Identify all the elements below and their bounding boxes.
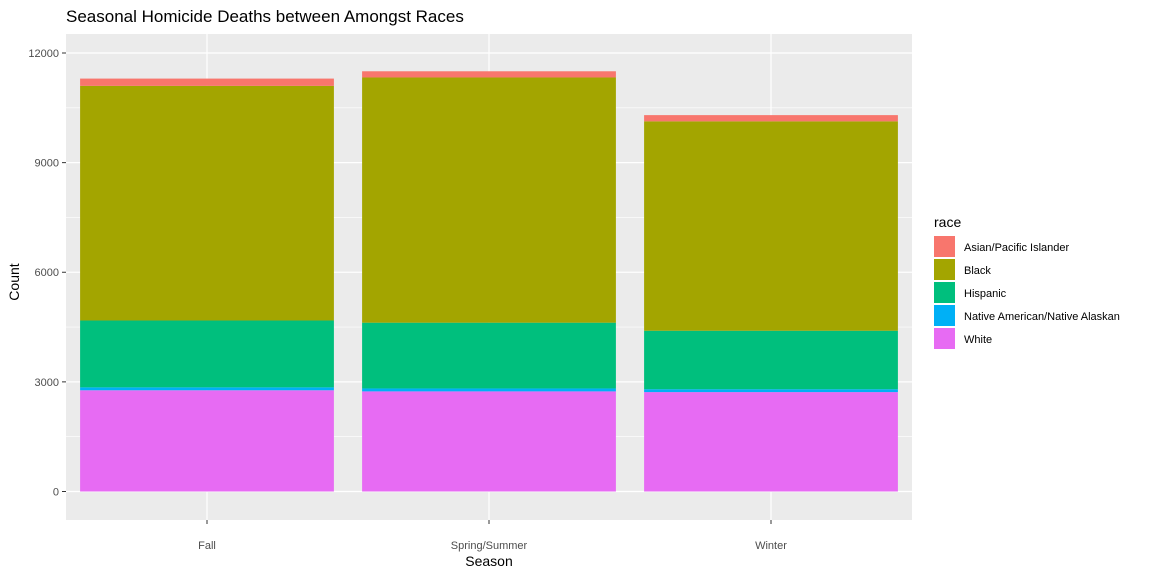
legend-key	[934, 259, 955, 280]
bar-white	[644, 392, 898, 492]
y-axis: 0 3000 6000 9000 12000	[28, 48, 66, 498]
legend-label: Hispanic	[964, 288, 1007, 300]
bar-asian-pacific-islander	[644, 115, 898, 122]
y-tick-label: 3000	[35, 377, 59, 389]
y-tick-label: 0	[53, 486, 59, 498]
bar-asian-pacific-islander	[362, 71, 616, 78]
x-tick-label: Spring/Summer	[451, 540, 528, 552]
legend-title: race	[934, 214, 961, 230]
bar-native-american-native-alaskan	[362, 388, 616, 392]
bar-white	[362, 391, 616, 492]
x-tick-label: Fall	[198, 540, 216, 552]
legend-key	[934, 282, 955, 303]
bar-black	[644, 121, 898, 331]
bar-black	[80, 85, 334, 321]
bar-white	[80, 390, 334, 492]
legend-label: Black	[964, 265, 991, 277]
bar-hispanic	[644, 330, 898, 390]
legend-key	[934, 236, 955, 257]
bars-layer	[80, 71, 898, 492]
y-axis-title: Count	[6, 263, 22, 300]
chart-title: Seasonal Homicide Deaths between Amongst…	[66, 7, 464, 26]
x-axis-title: Season	[465, 553, 512, 569]
legend-label: White	[964, 334, 992, 346]
x-tick-label: Winter	[755, 540, 787, 552]
x-axis: Fall Spring/Summer Winter	[198, 520, 787, 552]
y-tick-label: 12000	[28, 48, 59, 60]
bar-asian-pacific-islander	[80, 78, 334, 86]
legend-items: Asian/Pacific Islander Black Hispanic Nativ…	[934, 236, 1120, 349]
bar-hispanic	[80, 320, 334, 388]
y-tick-label: 9000	[35, 158, 59, 170]
bar-hispanic	[362, 322, 616, 389]
legend: race Asian/Pacific Islander Black Hispanic…	[934, 214, 1120, 349]
legend-label: Native American/Native Alaskan	[964, 311, 1120, 323]
bar-black	[362, 77, 616, 323]
bar-native-american-native-alaskan	[80, 387, 334, 391]
y-tick-label: 6000	[35, 267, 59, 279]
legend-key	[934, 305, 955, 326]
bar-native-american-native-alaskan	[644, 389, 898, 393]
legend-label: Asian/Pacific Islander	[964, 242, 1069, 254]
legend-key	[934, 328, 955, 349]
